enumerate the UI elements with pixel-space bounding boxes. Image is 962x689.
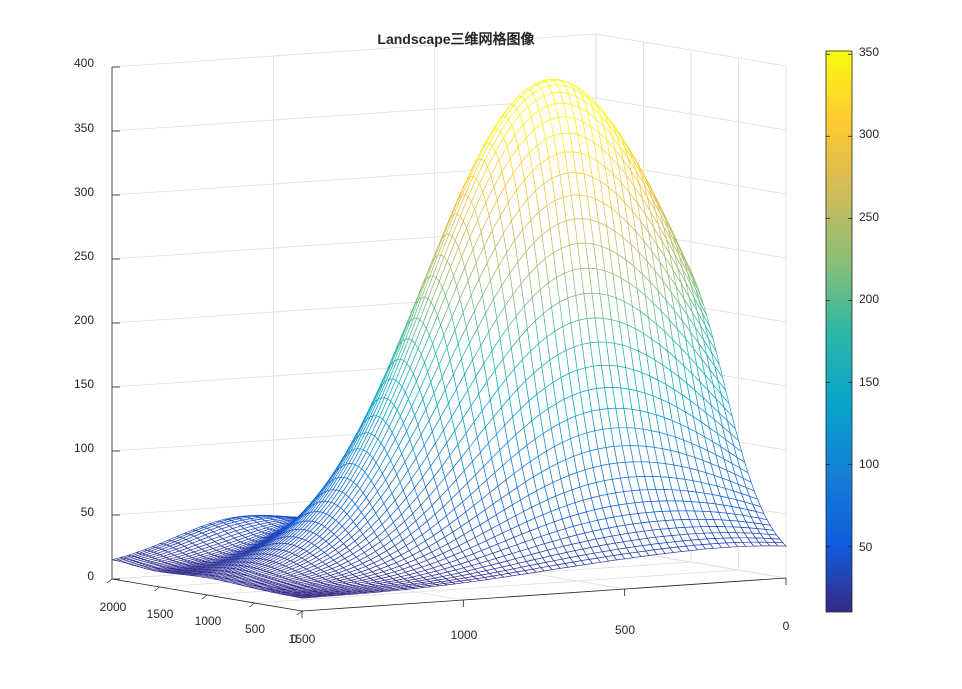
z-tick-label: 200 bbox=[74, 313, 94, 327]
x-axis-ticks: 1500 1000 500 0 bbox=[289, 619, 790, 646]
y-tick-label: 500 bbox=[245, 622, 265, 636]
y-tick-mark bbox=[154, 586, 160, 592]
x-tick-label: 0 bbox=[783, 619, 790, 633]
axes-lines bbox=[106, 66, 787, 618]
colorbar-tick-label: 250 bbox=[859, 210, 879, 224]
colorbar-ticks bbox=[826, 53, 852, 547]
x-tick-label: 500 bbox=[615, 623, 635, 637]
y-tick-label: 2000 bbox=[100, 600, 127, 614]
z-tick-label: 100 bbox=[74, 441, 94, 455]
grid-line bbox=[111, 161, 787, 196]
y-tick-label: 1500 bbox=[147, 607, 174, 621]
z-tick-label: 400 bbox=[74, 56, 94, 70]
y-axis-ticks: 2000 1500 1000 500 0 bbox=[100, 600, 298, 646]
x-tick-label: 1500 bbox=[289, 632, 316, 646]
y-tick-mark bbox=[201, 594, 208, 600]
z-tick-label: 250 bbox=[74, 249, 94, 263]
colorbar-tick-label: 200 bbox=[859, 292, 879, 306]
mesh-cell bbox=[298, 596, 311, 599]
y-tick-mark bbox=[106, 578, 113, 584]
colorbar: 50 100 150 200 250 300 350 bbox=[825, 45, 879, 613]
colorbar-gradient bbox=[825, 50, 853, 613]
y-tick-mark bbox=[249, 602, 255, 608]
colorbar-tick-label: 350 bbox=[859, 45, 879, 59]
colorbar-tick-label: 50 bbox=[859, 540, 873, 554]
z-axis-ticks: 0 50 100 150 200 250 300 350 400 bbox=[74, 56, 94, 583]
grid-line bbox=[254, 569, 739, 604]
y-tick-label: 0 bbox=[291, 632, 298, 646]
chart-title: Landscape三维网格图像 bbox=[377, 31, 535, 47]
colorbar-tick-label: 100 bbox=[859, 457, 879, 471]
x-axis-line bbox=[301, 577, 787, 612]
z-tick-label: 0 bbox=[87, 569, 94, 583]
x-tick-label: 1000 bbox=[451, 628, 478, 642]
z-tick-label: 150 bbox=[74, 377, 94, 391]
colorbar-tick-label: 150 bbox=[859, 375, 879, 389]
y-tick-mark bbox=[296, 610, 303, 616]
surface-mesh bbox=[111, 78, 787, 599]
z-tick-label: 50 bbox=[81, 505, 95, 519]
z-tick-label: 300 bbox=[74, 185, 94, 199]
grid-line bbox=[111, 97, 787, 132]
z-tick-label: 350 bbox=[74, 121, 94, 135]
y-tick-label: 1000 bbox=[195, 614, 222, 628]
colorbar-tick-label: 300 bbox=[859, 127, 879, 141]
